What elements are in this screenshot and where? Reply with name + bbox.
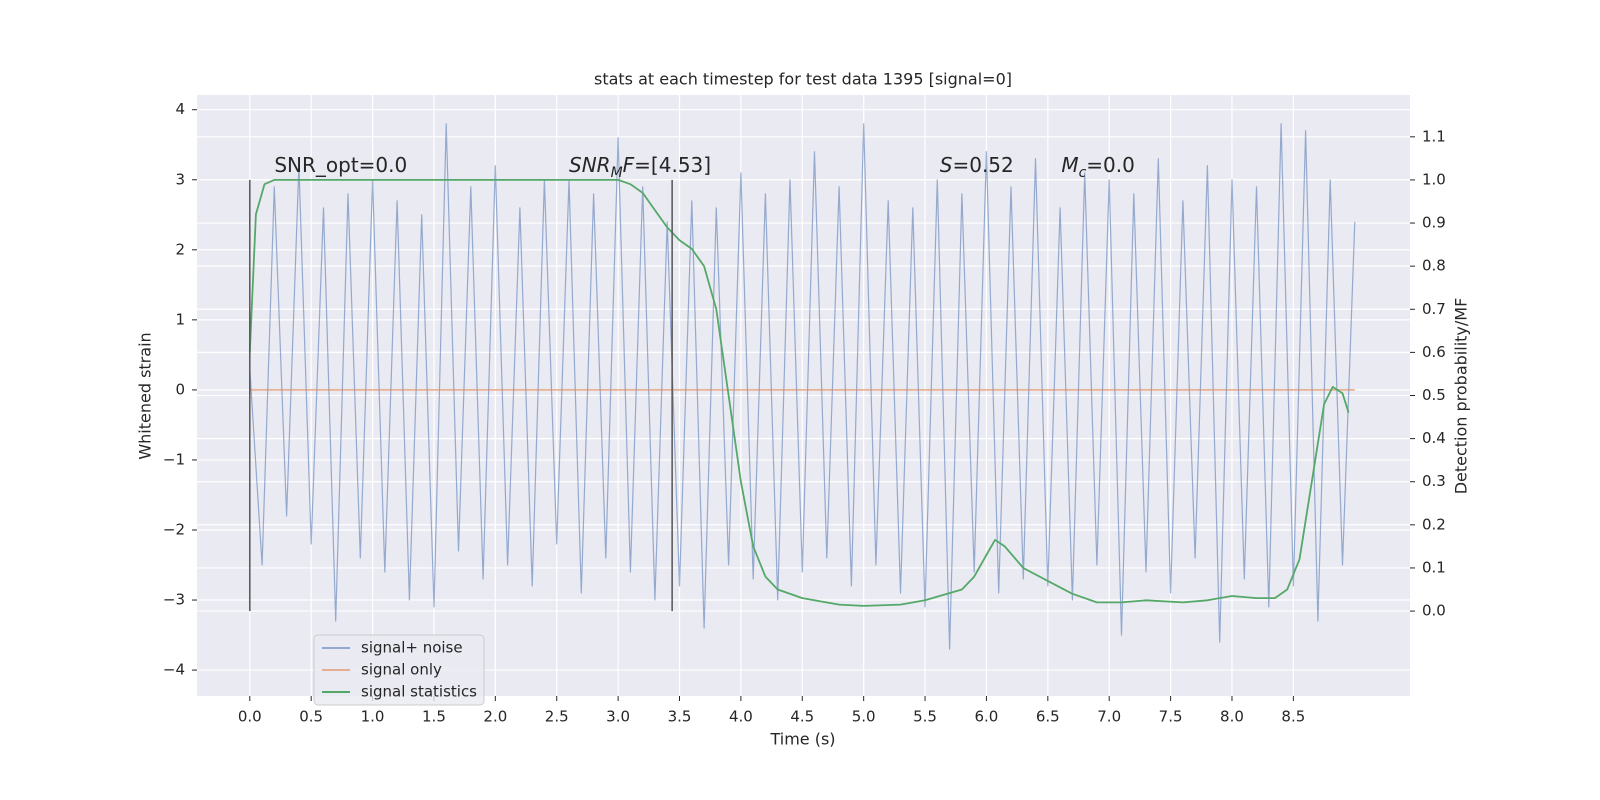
y2-tick-label: 0.1 (1422, 558, 1446, 576)
annotation: SNRMF=[4.53] (569, 153, 711, 181)
y2-tick-label: 0.4 (1422, 429, 1446, 447)
annotation-part: =0.52 (952, 153, 1013, 177)
x-tick-label: 7.0 (1097, 708, 1121, 726)
y2-tick-label: 1.1 (1422, 127, 1446, 145)
x-tick-label: 7.5 (1159, 708, 1183, 726)
x-tick-label: 4.5 (790, 708, 814, 726)
x-tick-label: 5.5 (913, 708, 937, 726)
x-axis-label: Time (s) (769, 730, 835, 749)
y-tick-label: −3 (163, 591, 185, 609)
x-tick-label: 1.5 (422, 708, 446, 726)
x-tick-label: 1.0 (361, 708, 385, 726)
annotation-part: SNR (569, 153, 611, 177)
annotation-part: S (940, 153, 953, 177)
legend-label: signal only (361, 661, 442, 679)
labels: 0.0 0.5 1.0 1.5 2.0 2.5 3.0 3.5 4.0 4.5 5.0 5.5 6.0 6… (163, 100, 1446, 725)
annotation-part: M (611, 165, 623, 181)
x-tick-label: 2.0 (483, 708, 507, 726)
y-axis-label: Whitened strain (136, 332, 155, 459)
y2-tick-label: 0.3 (1422, 472, 1446, 490)
series-line (248, 179, 1350, 607)
annotation-part: M (1061, 153, 1078, 177)
annotation-part: SNR_opt=0.0 (274, 153, 407, 177)
y2-tick-label: 0.0 (1422, 602, 1446, 620)
legend-label: signal+ noise (361, 639, 463, 657)
annotation: SNR_opt=0.0 (274, 153, 407, 177)
y2-axis-label: Detection probability/MF (1452, 298, 1471, 495)
x-tick-label: 6.5 (1036, 708, 1060, 726)
x-tick-label: 6.0 (975, 708, 999, 726)
x-tick-label: 4.0 (729, 708, 753, 726)
annotation: S=0.52 (940, 153, 1014, 177)
annotation-part: =[4.53] (634, 153, 711, 177)
annotation: Mc=0.0 (1061, 153, 1135, 181)
y-tick-label: 3 (175, 170, 185, 188)
y2-tick-label: 0.2 (1422, 515, 1446, 533)
y-tick-label: −4 (163, 661, 185, 679)
y-tick-label: −1 (163, 450, 185, 468)
x-tick-label: 3.5 (668, 708, 692, 726)
y2-tick-label: 0.6 (1422, 343, 1446, 361)
x-tick-label: 5.0 (852, 708, 876, 726)
x-tick-label: 8.5 (1281, 708, 1305, 726)
x-tick-label: 0.5 (299, 708, 323, 726)
series-line (249, 123, 1356, 650)
y-tick-label: 2 (175, 240, 185, 258)
y-tick-label: 4 (175, 100, 185, 118)
y-tick-label: 0 (175, 380, 185, 398)
y2-tick-label: 1.0 (1422, 170, 1446, 188)
y-tick-label: −2 (163, 520, 185, 538)
chart-title: stats at each timestep for test data 139… (594, 70, 1012, 89)
annotation-part: F (623, 153, 635, 177)
y2-tick-label: 0.8 (1422, 257, 1446, 275)
marks (248, 123, 1356, 650)
y2-tick-label: 0.5 (1422, 386, 1446, 404)
x-tick-label: 8.0 (1220, 708, 1244, 726)
legend-box (313, 634, 485, 706)
y-tick-label: 1 (175, 310, 185, 328)
x-tick-label: 3.0 (606, 708, 630, 726)
x-tick-label: 2.5 (545, 708, 569, 726)
y2-tick-label: 0.9 (1422, 214, 1446, 232)
annotation-part: c (1079, 165, 1087, 181)
legend-label: signal statistics (361, 683, 477, 701)
y2-tick-label: 0.7 (1422, 300, 1446, 318)
annotation-part: =0.0 (1086, 153, 1135, 177)
x-tick-label: 0.0 (238, 708, 262, 726)
